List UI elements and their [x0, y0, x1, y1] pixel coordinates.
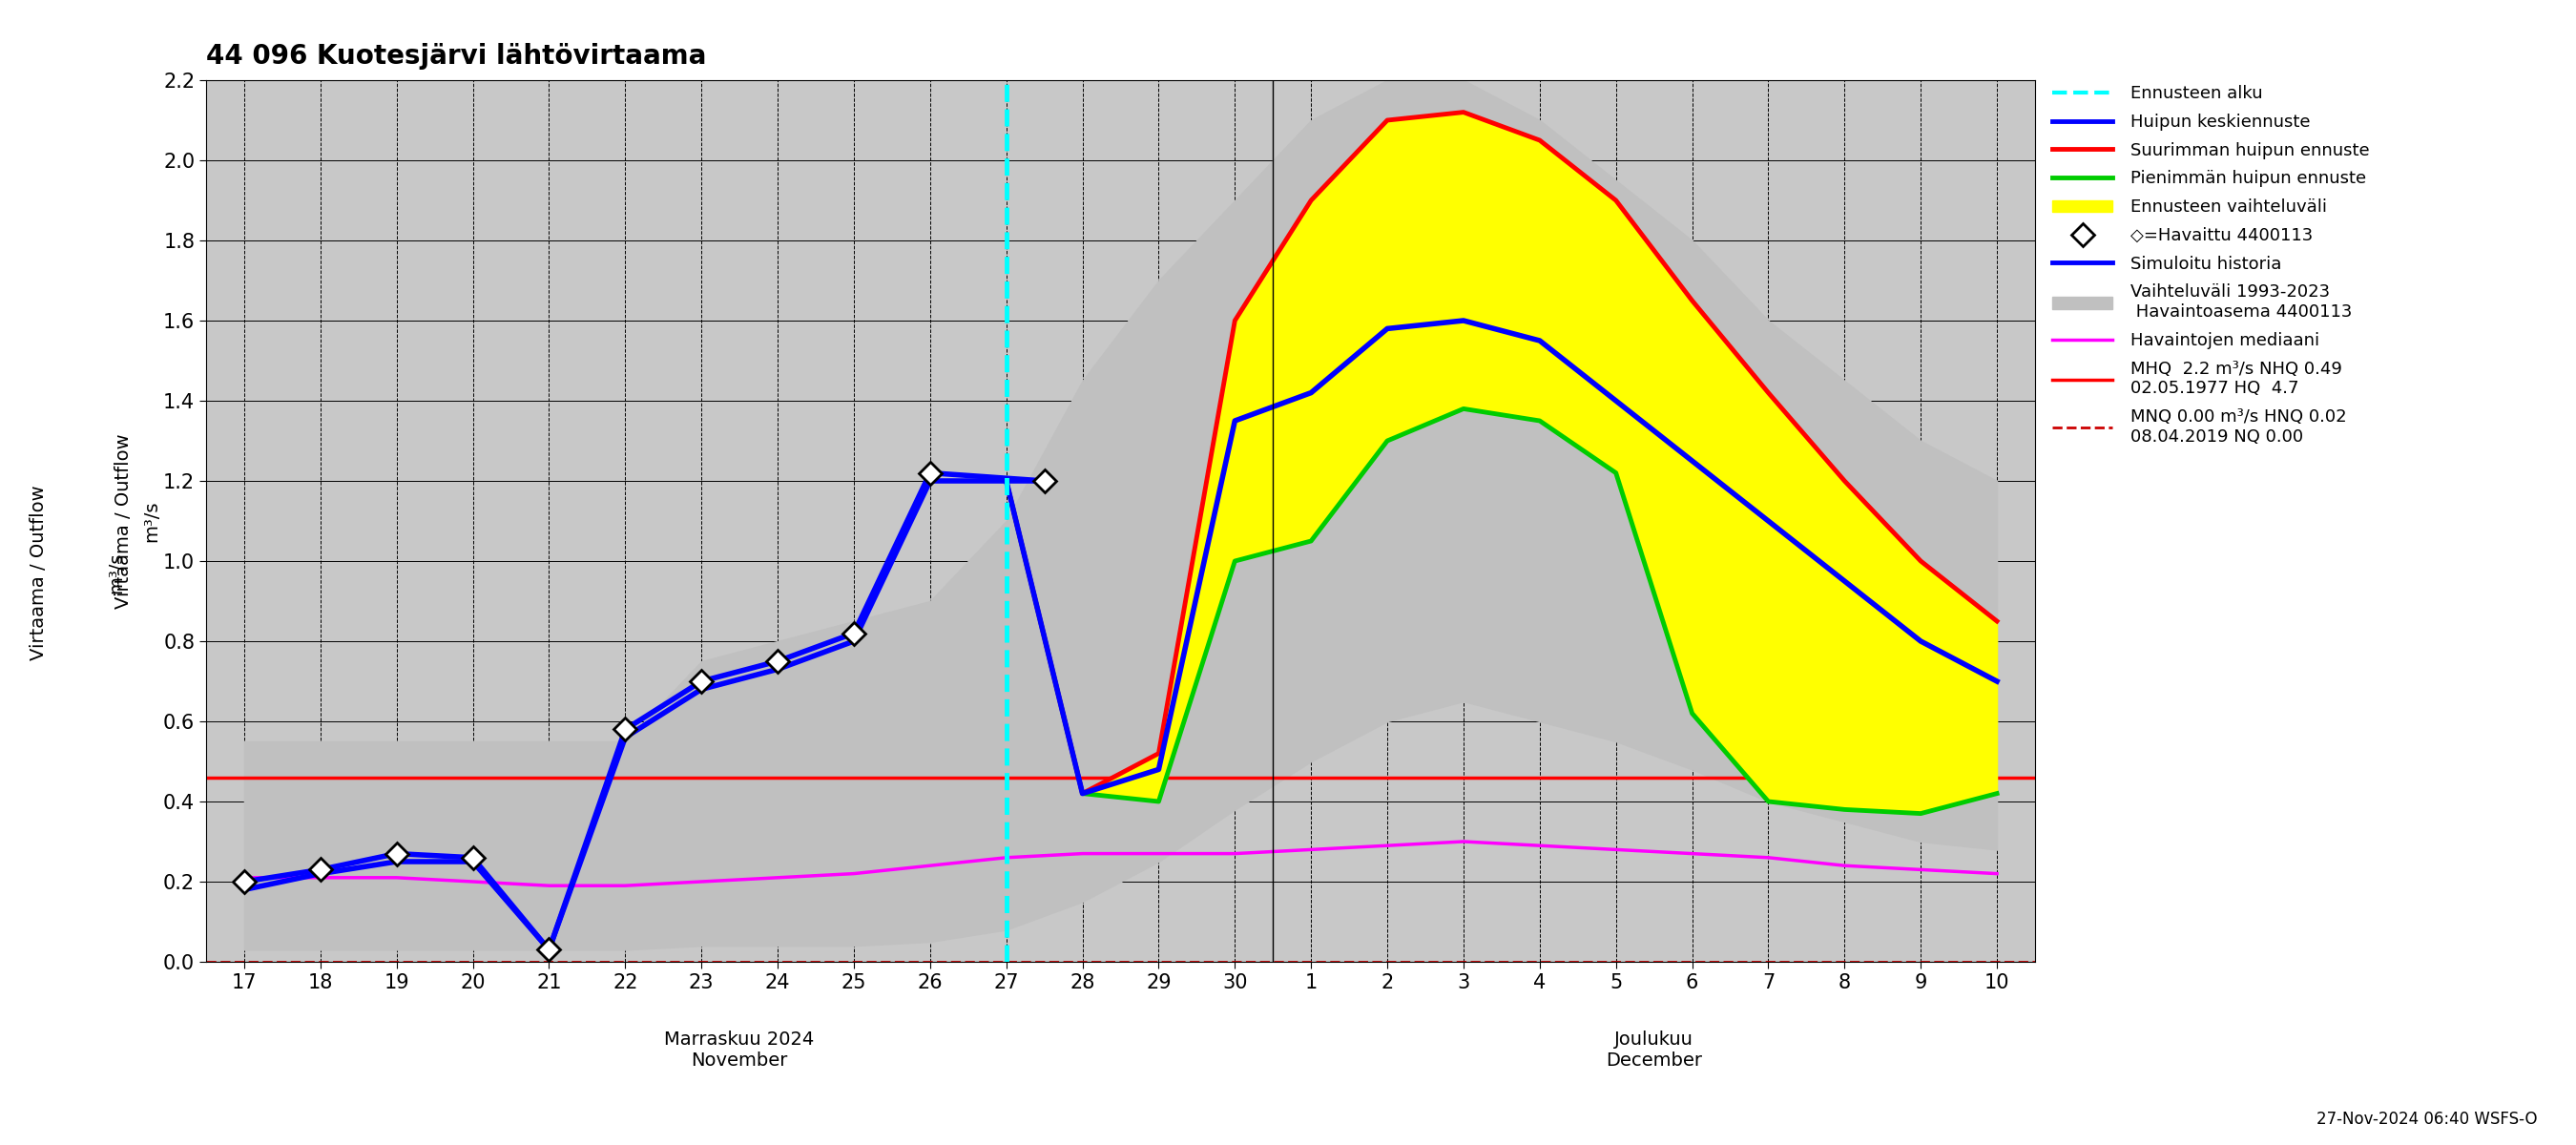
Text: Virtaama / Outflow: Virtaama / Outflow — [116, 433, 134, 609]
Text: Virtaama / Outflow: Virtaama / Outflow — [28, 484, 49, 661]
Text: m³/s: m³/s — [142, 500, 160, 542]
Text: Marraskuu 2024
November: Marraskuu 2024 November — [665, 1030, 814, 1069]
Text: m³/s: m³/s — [106, 552, 126, 593]
Text: 44 096 Kuotesjärvi lähtövirtaama: 44 096 Kuotesjärvi lähtövirtaama — [206, 44, 706, 70]
Legend: Ennusteen alku, Huipun keskiennuste, Suurimman huipun ennuste, Pienimmän huipun : Ennusteen alku, Huipun keskiennuste, Suu… — [2048, 80, 2375, 451]
Text: Joulukuu
December: Joulukuu December — [1605, 1030, 1703, 1069]
Text: 27-Nov-2024 06:40 WSFS-O: 27-Nov-2024 06:40 WSFS-O — [2316, 1111, 2537, 1128]
